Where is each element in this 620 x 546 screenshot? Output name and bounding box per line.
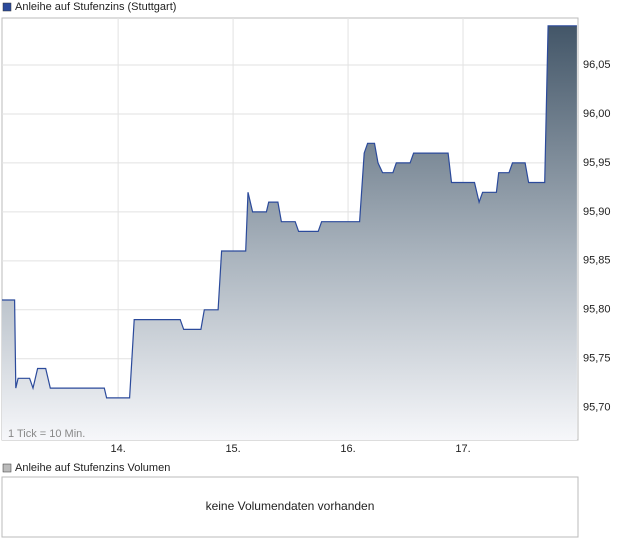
area bbox=[2, 25, 577, 441]
y-tick-label: 95,70 bbox=[583, 402, 611, 414]
x-tick-label: 14. bbox=[110, 443, 125, 455]
line bbox=[2, 25, 577, 399]
legend-swatch bbox=[2, 2, 12, 12]
y-tick-label: 95,90 bbox=[583, 206, 611, 218]
legend-label: Anleihe auf Stufenzins (Stuttgart) bbox=[15, 1, 176, 13]
x-tick-label: 16. bbox=[340, 443, 355, 455]
x-tick-label: 17. bbox=[455, 443, 470, 455]
volume-message: keine Volumendaten vorhanden bbox=[206, 499, 375, 513]
legend-swatch bbox=[2, 463, 12, 473]
legend-label: Anleihe auf Stufenzins Volumen bbox=[15, 462, 170, 474]
y-tick-label: 96,00 bbox=[583, 108, 611, 120]
y-tick-label: 95,95 bbox=[583, 157, 611, 169]
x-tick-label: 15. bbox=[225, 443, 240, 455]
y-tick-label: 96,05 bbox=[583, 59, 611, 71]
y-tick-label: 95,80 bbox=[583, 304, 611, 316]
y-tick-label: 95,75 bbox=[583, 353, 611, 365]
volume-panel bbox=[1, 476, 579, 538]
y-tick-label: 95,85 bbox=[583, 255, 611, 267]
annotation: 1 Tick = 10 Min. bbox=[8, 428, 85, 440]
